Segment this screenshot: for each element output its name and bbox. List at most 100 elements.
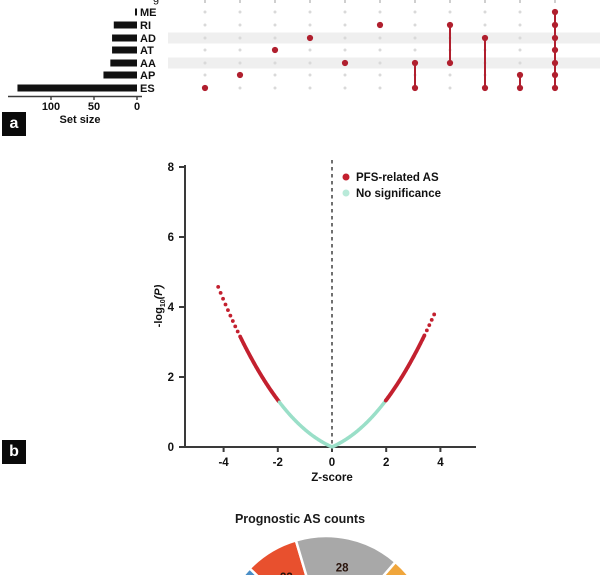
matrix-faint-dot [273,36,277,40]
matrix-faint-dot [273,61,277,65]
matrix-faint-dot [343,10,347,14]
matrix-faint-dot [308,23,312,27]
intersection-dot [271,46,279,54]
intersection-dot [551,59,559,67]
matrix-faint-dot [378,86,382,90]
intersection-dot [446,21,454,29]
intersection-dot [446,59,454,67]
matrix-faint-dot [308,10,312,14]
pie-value-label: 28 [336,562,349,574]
sig-point [427,323,432,328]
set-label-ES: ES [140,83,155,95]
intersection-dot [411,84,419,92]
y-tick-label: 8 [168,162,175,174]
row-stripe [168,32,600,44]
sig-point [226,308,230,313]
y-axis-title: -log10(P) [153,284,167,327]
sig-point [221,296,225,301]
matrix-faint-dot [203,23,207,27]
matrix-faint-dot [378,48,382,52]
matrix-faint-dot [238,10,242,14]
matrix-faint-dot [343,86,347,90]
matrix-faint-dot [378,73,382,77]
matrix-faint-dot [203,73,207,77]
matrix-faint-dot [413,23,417,27]
pie-title: Prognostic AS counts [235,512,365,526]
intersection-dot [551,8,559,16]
matrix-faint-dot [273,86,277,90]
matrix-faint-dot [518,23,522,27]
set-size-tick-label: 100 [42,101,60,113]
matrix-faint-dot [413,48,417,52]
matrix-faint-dot [203,36,207,40]
sig-point [429,317,434,322]
volcano-plot: 0 2 4 6 8 -4 -2 0 2 4 Z-score -log10(P) PFS-related … [153,160,476,484]
set-size-bar-ES [17,84,137,92]
legend-swatch-red [342,173,350,181]
x-tick-label: 4 [437,457,444,469]
intersection-dot [481,34,489,42]
x-axis-title: Z-score [311,472,353,484]
y-tick-label: 0 [168,442,174,454]
set-size-bar-ME [135,8,137,16]
matrix-faint-dot [378,36,382,40]
matrix-faint-dot [238,86,242,90]
set-size-bar-AA [110,59,137,67]
set-size-bar-AT [112,46,137,54]
matrix-faint-dot [448,73,452,77]
set-size-tick-label: 50 [88,101,100,113]
set-size-bar-RI [113,21,137,29]
matrix-faint-dot [518,61,522,65]
matrix-faint-dot [413,36,417,40]
sig-point [424,328,429,333]
intersection-dot [551,71,559,79]
set-size-bar-AD [112,34,137,42]
set-size-tick-label: 0 [134,101,140,113]
row-stripe [168,57,600,69]
set-label-AA: AA [140,58,156,70]
matrix-faint-dot [343,36,347,40]
matrix-faint-dot [308,73,312,77]
intersection-dot [201,84,209,92]
y-tick-label: 4 [168,302,175,314]
sig-point [228,313,233,318]
matrix-faint-dot [273,73,277,77]
set-size-axis-title: Set size [60,114,101,126]
matrix-faint-dot [483,23,487,27]
matrix-faint-dot [273,23,277,27]
pie-chart: Prognostic AS counts 23 28 [235,512,410,575]
legend-label: No significance [356,188,441,200]
intersection-dot [376,21,384,29]
intersection-dot [236,71,244,79]
clipped-axis-label-fragment: g [153,0,159,5]
matrix-faint-dot [518,48,522,52]
x-tick-label: 0 [329,457,335,469]
slice-orange [382,560,410,575]
sig-point [230,319,235,323]
matrix-faint-dot [518,10,522,14]
y-tick-label: 6 [168,232,174,244]
intersection-dot [551,46,559,54]
matrix-faint-dot [203,61,207,65]
matrix-faint-dot [238,48,242,52]
sig-point [218,290,223,295]
matrix-faint-dot [448,86,452,90]
matrix-faint-dot [448,10,452,14]
set-label-AP: AP [140,70,155,82]
legend-swatch-cyan [342,189,350,197]
x-tick-label: 2 [383,457,389,469]
sig-point [216,285,221,289]
slice-gray [294,534,397,575]
matrix-faint-dot [308,48,312,52]
matrix-faint-dot [238,23,242,27]
matrix-faint-dot [378,10,382,14]
x-tick-label: -4 [218,457,229,469]
intersection-dot [551,21,559,29]
set-label-ME: ME [140,7,157,19]
matrix-faint-dot [203,48,207,52]
set-label-AD: AD [140,33,156,45]
matrix-faint-dot [343,23,347,27]
pie-value-label: 23 [280,572,293,575]
